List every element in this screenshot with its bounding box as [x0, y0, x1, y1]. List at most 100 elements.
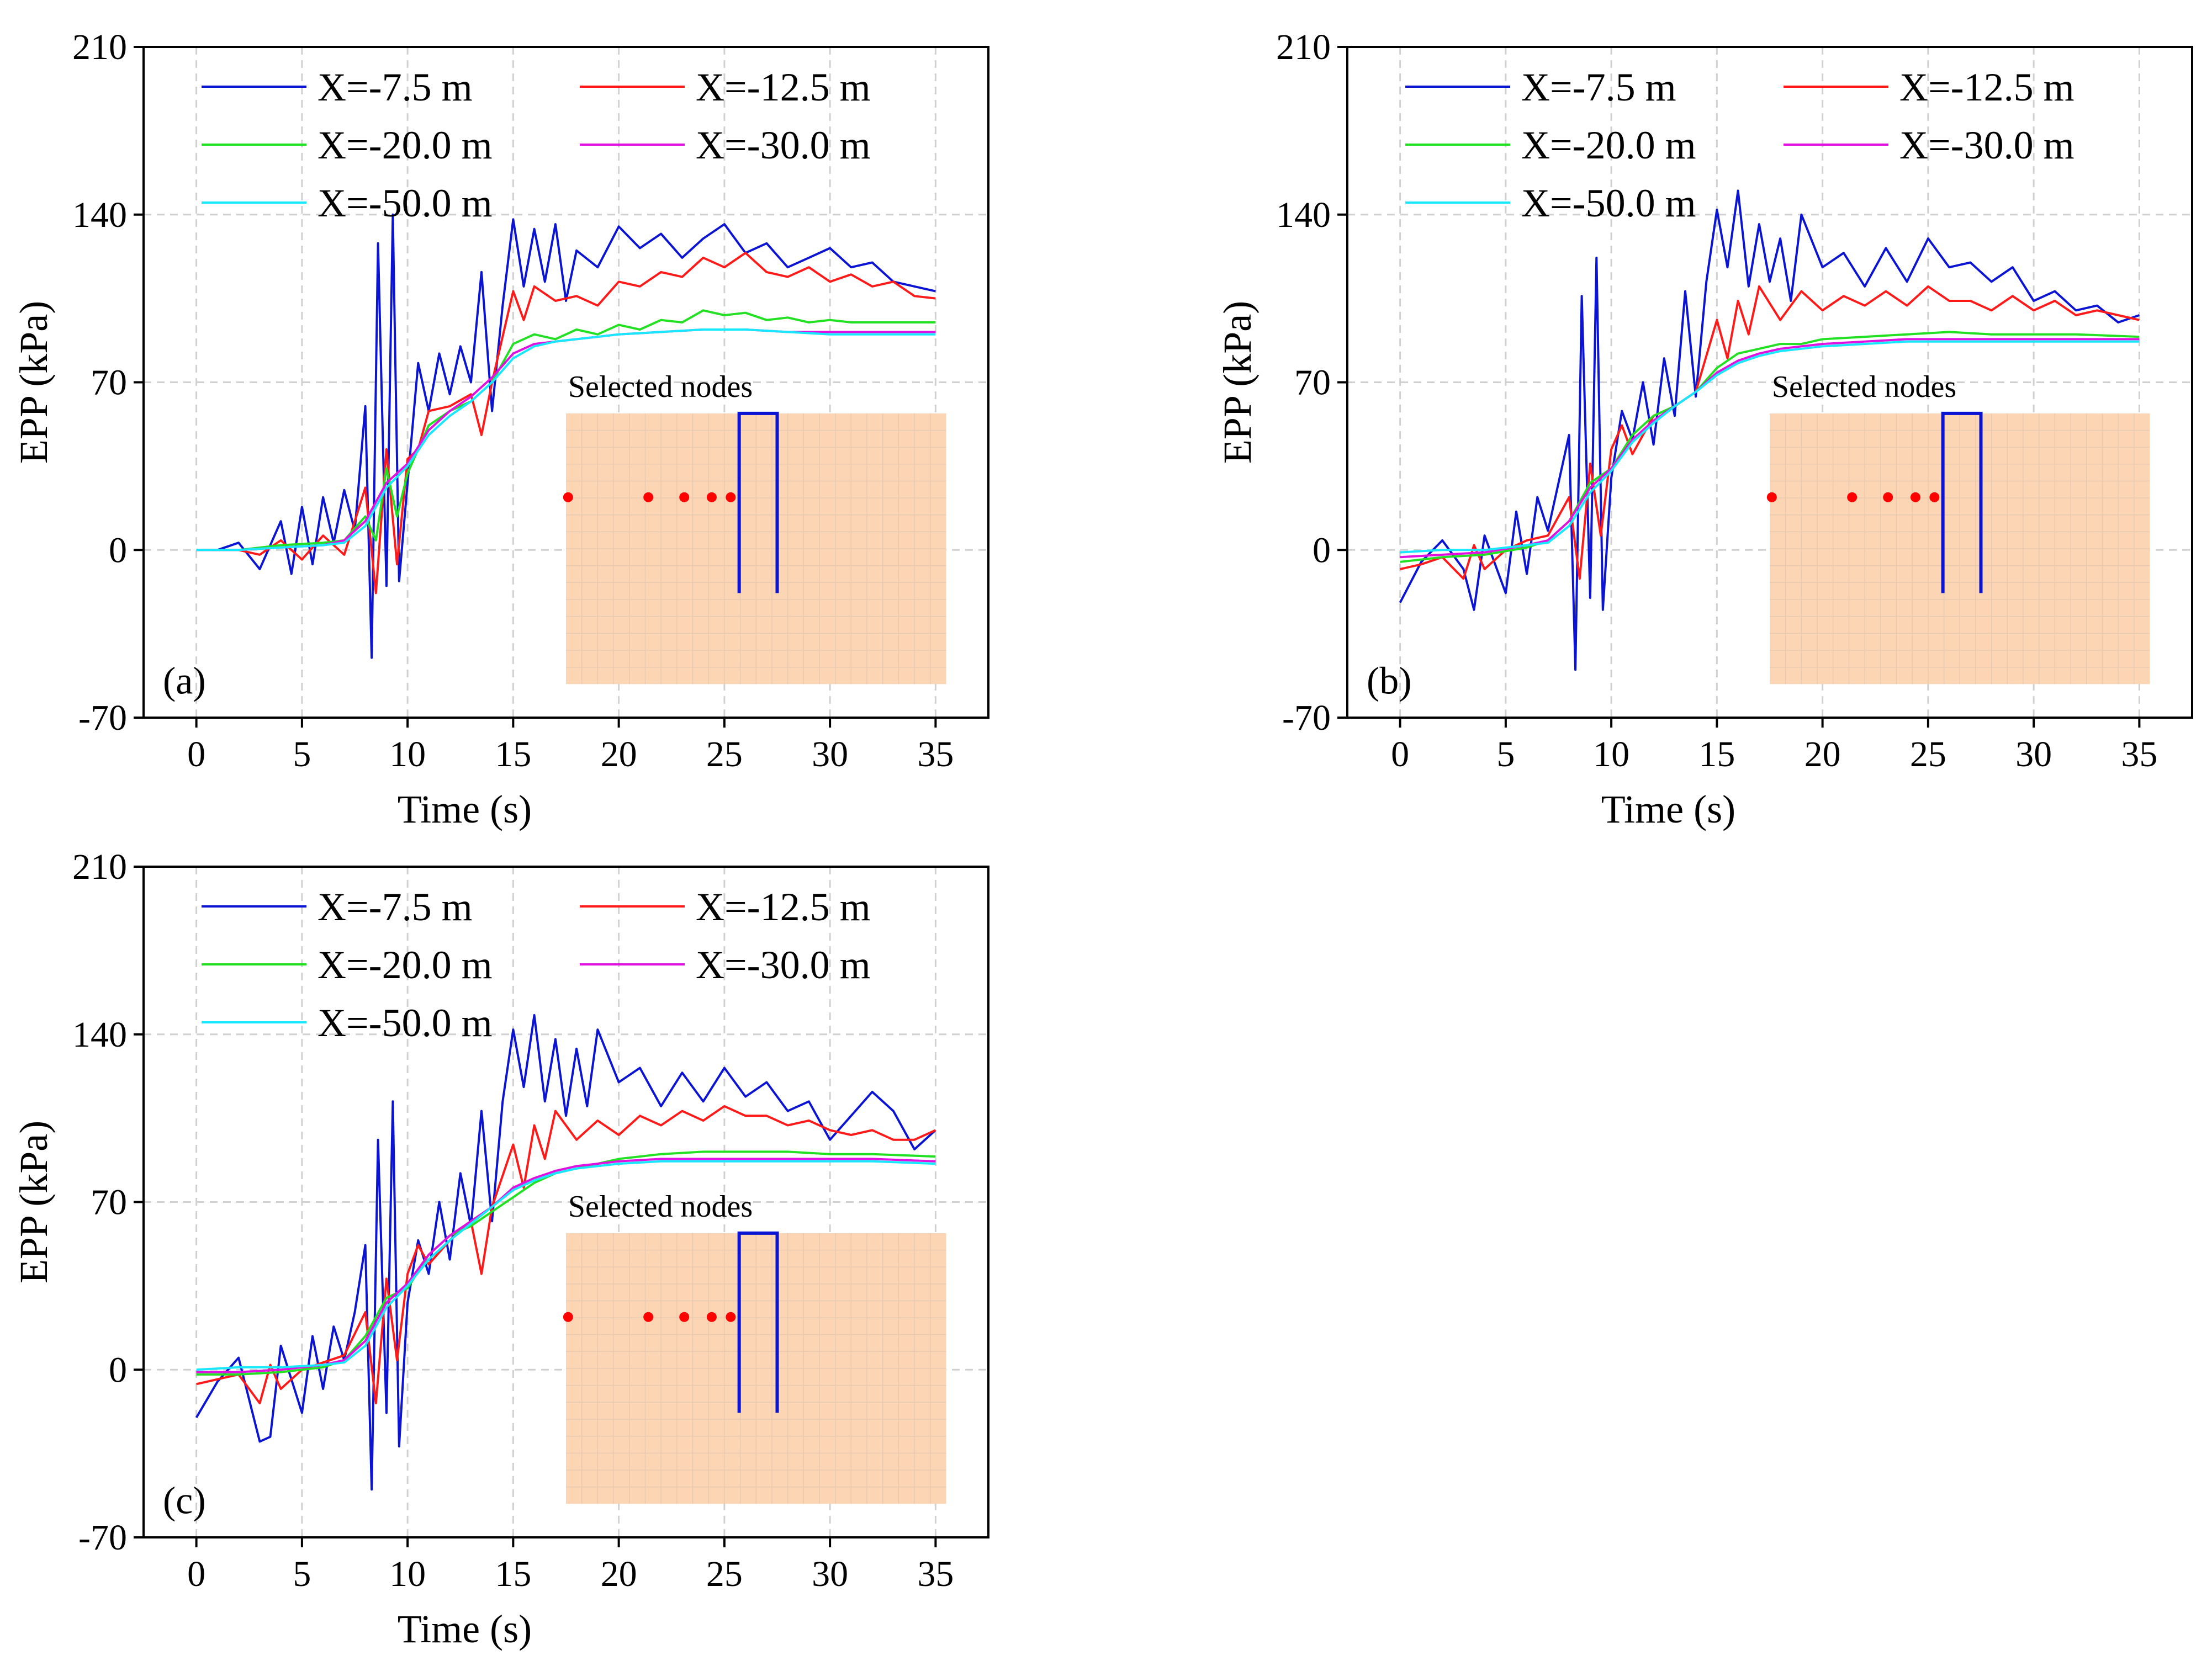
- series-line: [1400, 340, 2140, 554]
- inset-schematic: Selected nodes: [1766, 370, 2150, 685]
- y-tick-label: 70: [91, 363, 127, 403]
- x-tick-label: 0: [1391, 734, 1409, 774]
- selected-node-marker: [563, 1312, 573, 1322]
- panel-label: (a): [163, 660, 206, 703]
- y-tick-label: 70: [91, 1182, 127, 1223]
- series-line: [196, 213, 936, 659]
- y-tick-label: 210: [72, 27, 127, 67]
- series-line: [1400, 285, 2140, 580]
- legend-label: X=-7.5 m: [1521, 65, 1676, 109]
- chart-panel-2: Selected nodes 0 5 10 15 20 25 30 35 -70 0 70 140 210…: [1215, 27, 2193, 831]
- x-tick-label: 5: [1496, 734, 1515, 774]
- selected-node-marker: [643, 1312, 654, 1322]
- inset-schematic: Selected nodes: [563, 1190, 946, 1504]
- legend-label: X=-7.5 m: [317, 885, 473, 929]
- x-tick-label: 30: [812, 734, 848, 774]
- selected-node-marker: [706, 492, 717, 502]
- x-tick-label: 30: [2015, 734, 2052, 774]
- series-line: [196, 1105, 936, 1404]
- vertical-wall-icon: [737, 411, 779, 593]
- selected-node-marker: [1929, 492, 1940, 502]
- x-tick-label: 35: [917, 734, 954, 774]
- x-tick-label: 5: [293, 734, 311, 774]
- series-group: [1399, 189, 2140, 671]
- panel-label: (b): [1367, 660, 1412, 703]
- legend-label: X=-20.0 m: [317, 123, 493, 167]
- y-tick-label: -70: [1282, 698, 1331, 738]
- selected-node-marker: [1766, 492, 1777, 502]
- x-tick-label: 5: [293, 1554, 311, 1594]
- x-tick-label: 20: [1804, 734, 1841, 774]
- x-tick-label: 25: [706, 734, 743, 774]
- x-axis-title: Time (s): [1601, 787, 1735, 831]
- legend-label: X=-12.5 m: [696, 885, 871, 929]
- x-tick-label: 0: [187, 734, 205, 774]
- series-line: [195, 1014, 936, 1491]
- selected-node-marker: [726, 492, 736, 502]
- y-tick-label: -70: [78, 1518, 127, 1558]
- selected-node-marker: [1883, 492, 1893, 502]
- panel-label: (c): [163, 1480, 206, 1522]
- x-tick-label: 15: [495, 734, 531, 774]
- legend-label: X=-50.0 m: [1521, 181, 1696, 225]
- y-tick-label: 140: [72, 1015, 127, 1055]
- selected-node-marker: [1910, 492, 1920, 502]
- legend-label: X=-50.0 m: [317, 181, 493, 225]
- x-tick-label: 15: [495, 1554, 531, 1594]
- y-tick-label: 70: [1294, 363, 1331, 403]
- series-line: [196, 1158, 936, 1373]
- inset-title: Selected nodes: [568, 1190, 753, 1224]
- x-tick-label: 20: [601, 734, 637, 774]
- x-tick-label: 20: [601, 1554, 637, 1594]
- selected-node-marker: [563, 492, 573, 502]
- x-axis-title: Time (s): [398, 1607, 532, 1651]
- legend: X=-7.5 m X=-12.5 m X=-20.0 m X=-30.0 m X=-50…: [202, 65, 871, 225]
- chart-panel-1: Selected nodes 0 5 10 15 20 25 30 35 -70 0 70 140 210…: [12, 27, 989, 831]
- inset-schematic: Selected nodes: [563, 370, 946, 685]
- y-tick-label: 140: [1276, 195, 1331, 235]
- y-tick-label: 140: [72, 195, 127, 235]
- series-line: [1399, 189, 2140, 671]
- x-axis-title: Time (s): [398, 787, 532, 831]
- legend-label: X=-50.0 m: [317, 1001, 493, 1045]
- selected-node-marker: [1847, 492, 1858, 502]
- series-group: [195, 1014, 936, 1491]
- inset-title: Selected nodes: [1772, 370, 1956, 404]
- chart-panel-3: Selected nodes 0 5 10 15 20 25 30 35 -70 0 70 140 210…: [12, 847, 989, 1651]
- x-tick-label: 10: [1593, 734, 1629, 774]
- selected-node-marker: [643, 492, 654, 502]
- y-tick-label: 0: [109, 1350, 127, 1390]
- selected-node-marker: [679, 492, 690, 502]
- x-tick-label: 25: [1910, 734, 1946, 774]
- y-axis-title: EPP (kPa): [1215, 301, 1260, 464]
- legend-label: X=-30.0 m: [696, 123, 871, 167]
- x-tick-label: 35: [2121, 734, 2157, 774]
- legend-label: X=-20.0 m: [1521, 123, 1696, 167]
- legend-label: X=-7.5 m: [317, 65, 473, 109]
- legend-label: X=-30.0 m: [696, 943, 871, 987]
- x-tick-label: 10: [389, 734, 426, 774]
- x-tick-label: 25: [706, 1554, 743, 1594]
- series-line: [1400, 338, 2140, 559]
- selected-node-marker: [726, 1312, 736, 1322]
- y-axis-title: EPP (kPa): [12, 301, 56, 464]
- series-line: [196, 252, 936, 595]
- x-tick-label: 30: [812, 1554, 848, 1594]
- y-axis-title: EPP (kPa): [12, 1121, 56, 1283]
- y-tick-label: 210: [1276, 27, 1331, 67]
- legend: X=-7.5 m X=-12.5 m X=-20.0 m X=-30.0 m X=-50…: [1405, 65, 2075, 225]
- inset-title: Selected nodes: [568, 370, 753, 404]
- legend-label: X=-12.5 m: [696, 65, 871, 109]
- legend-label: X=-30.0 m: [1899, 123, 2075, 167]
- legend-label: X=-20.0 m: [317, 943, 493, 987]
- x-tick-label: 10: [389, 1554, 426, 1594]
- legend-label: X=-12.5 m: [1899, 65, 2075, 109]
- series-line: [196, 309, 936, 551]
- legend: X=-7.5 m X=-12.5 m X=-20.0 m X=-30.0 m X=-50…: [202, 885, 871, 1045]
- series-line: [196, 328, 936, 551]
- selected-node-marker: [679, 1312, 690, 1322]
- y-tick-label: 0: [1313, 530, 1331, 570]
- series-line: [196, 1160, 936, 1371]
- x-tick-label: 35: [917, 1554, 954, 1594]
